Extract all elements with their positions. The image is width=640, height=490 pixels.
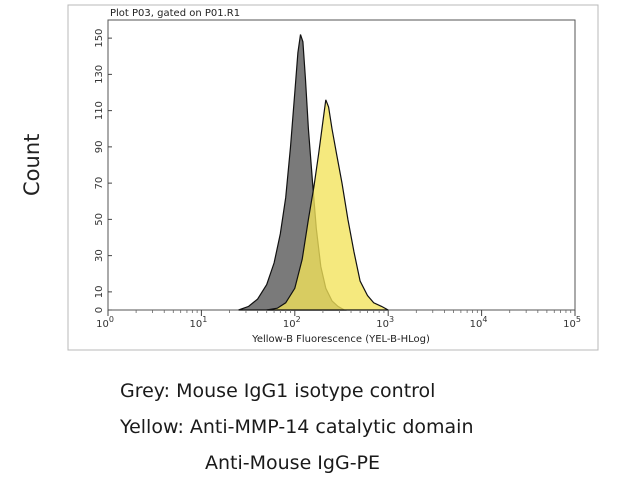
histogram-chart: Plot P03, gated on P01.R1 0 10 30 50 70 90 110… <box>67 4 599 351</box>
outer-frame <box>67 4 599 351</box>
y-tick-label: 50 <box>94 213 105 226</box>
y-tick-label: 150 <box>94 29 105 48</box>
y-tick-label: 130 <box>94 65 105 84</box>
y-tick-label: 110 <box>94 101 105 120</box>
x-tick-label: 105 <box>563 315 581 330</box>
x-axis-label: Yellow-B Fluorescence (YEL-B-HLog) <box>251 334 430 345</box>
x-axis-ticks: 100 101 102 103 104 105 <box>96 310 581 330</box>
legend-caption-secondary: Anti-Mouse IgG-PE <box>205 452 381 474</box>
y-tick-label: 10 <box>94 286 105 299</box>
series-layer <box>238 34 389 311</box>
x-tick-label: 104 <box>470 315 488 330</box>
series-yellow-area <box>266 99 389 311</box>
y-tick-label: 0 <box>94 307 105 313</box>
x-tick-label: 101 <box>189 315 207 330</box>
y-tick-label: 70 <box>94 177 105 190</box>
y-tick-label: 90 <box>94 141 105 154</box>
x-tick-label: 100 <box>96 315 114 330</box>
x-tick-label: 102 <box>283 315 301 330</box>
y-tick-label: 30 <box>94 249 105 262</box>
legend-caption-yellow: Yellow: Anti-MMP-14 catalytic domain <box>120 416 474 438</box>
legend-caption-grey: Grey: Mouse IgG1 isotype control <box>120 380 436 402</box>
y-axis-ticks: 0 10 30 50 70 90 110 130 150 <box>94 29 112 313</box>
chart-title: Plot P03, gated on P01.R1 <box>110 8 240 19</box>
x-tick-label: 103 <box>376 315 394 330</box>
